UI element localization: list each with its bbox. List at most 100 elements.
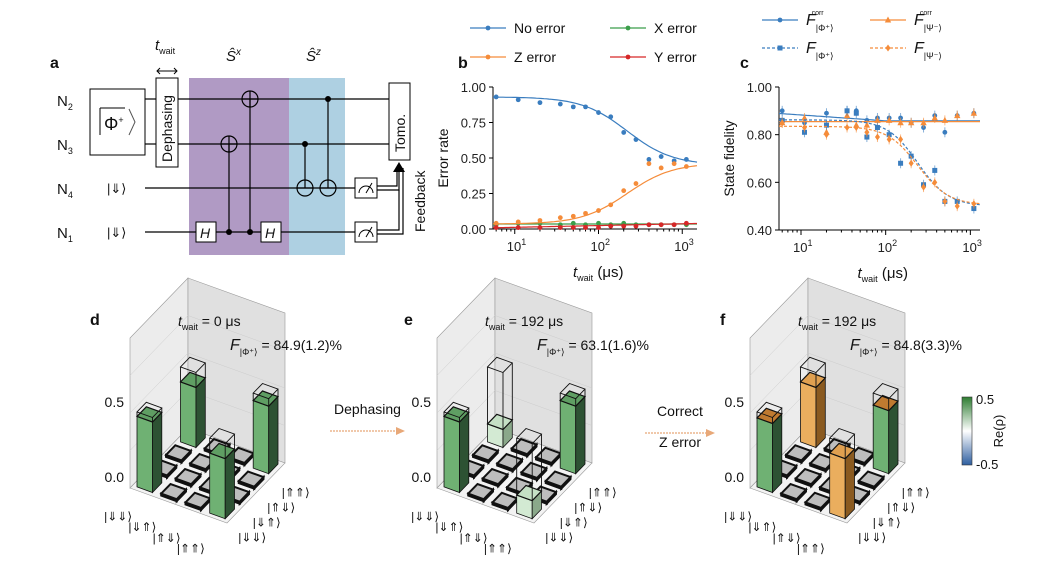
bar-face bbox=[888, 400, 899, 475]
data-point bbox=[823, 131, 829, 139]
data-point bbox=[954, 112, 961, 119]
bell-state-label: Φ+ bbox=[104, 114, 124, 134]
data-point bbox=[658, 165, 664, 171]
dephasing-box bbox=[155, 77, 179, 168]
panel-label-a: a bbox=[50, 55, 59, 72]
density-bar bbox=[779, 482, 808, 504]
density-bar bbox=[828, 427, 856, 520]
x-tick-label: 102 bbox=[878, 238, 897, 255]
z-tick-label: 0.0 bbox=[725, 469, 745, 485]
col-basis-label: |⇑⇑⟩ bbox=[902, 486, 930, 500]
feedback-label: Feedback bbox=[412, 170, 428, 232]
density-bar bbox=[559, 382, 587, 475]
density-bar bbox=[543, 470, 573, 492]
bar-face bbox=[756, 417, 773, 494]
density-bar bbox=[252, 382, 280, 475]
density-bar bbox=[183, 491, 213, 513]
colorbar-max: 0.5 bbox=[976, 392, 994, 407]
wall-gridline bbox=[749, 352, 906, 414]
fit-line bbox=[492, 165, 698, 225]
y-tick-label: 1.00 bbox=[461, 80, 486, 95]
legend-label: F|Φ⁺⟩corr bbox=[806, 10, 834, 33]
panel-label-b: b bbox=[458, 55, 468, 72]
z-tick-label: 0.5 bbox=[725, 394, 745, 410]
bar-face bbox=[844, 448, 855, 520]
bar-top bbox=[159, 482, 188, 501]
bar-face bbox=[209, 452, 226, 520]
x-axis-label: twait (μs) bbox=[858, 265, 909, 284]
row-basis-label: |⇓⇑⟩ bbox=[435, 520, 463, 534]
bar-face bbox=[575, 395, 586, 475]
data-point bbox=[683, 157, 689, 162]
row-basis-label: |⇑⇓⟩ bbox=[460, 531, 488, 545]
legend-label: F|Ψ⁻⟩ bbox=[914, 40, 942, 61]
col-basis-label: |⇓⇑⟩ bbox=[873, 516, 901, 530]
data-point bbox=[621, 223, 627, 229]
z-tick-label: 0.5 bbox=[105, 394, 125, 410]
data-point bbox=[779, 108, 785, 114]
data-point bbox=[608, 202, 614, 208]
data-point bbox=[941, 116, 949, 123]
data-point bbox=[646, 157, 652, 162]
bar-face bbox=[252, 400, 270, 475]
row-basis-label: |⇑⇓⟩ bbox=[773, 531, 801, 545]
density-bar bbox=[236, 470, 266, 492]
data-point bbox=[932, 178, 938, 186]
data-point bbox=[646, 161, 652, 167]
density-plot-e: 0.0 0.5 twait = 192 μs F|Φ⁺⟩ = 63.1(1.6)% |⇓… bbox=[411, 277, 649, 556]
z-tick-label: 0.0 bbox=[105, 469, 125, 485]
y-tick-label: 0.25 bbox=[461, 187, 486, 202]
bar-face bbox=[829, 452, 846, 520]
bar-top bbox=[466, 482, 495, 501]
data-point bbox=[570, 220, 576, 226]
data-point bbox=[570, 213, 576, 219]
dephasing-label: Dephasing bbox=[159, 95, 175, 162]
bar-top bbox=[480, 467, 510, 486]
data-point bbox=[608, 114, 614, 120]
col-basis-label: |⇓⇑⟩ bbox=[560, 516, 588, 530]
x-tick-label: 101 bbox=[507, 237, 526, 254]
data-point bbox=[907, 119, 915, 126]
bar-face bbox=[136, 415, 153, 494]
chart-state-fidelity: 0.40 0.60 0.80 1.00 101 102 103 twait (μs) State… bbox=[721, 10, 982, 284]
row-basis-label: |⇑⇑⟩ bbox=[484, 542, 512, 556]
data-point bbox=[844, 108, 850, 114]
data-point bbox=[557, 101, 563, 107]
bar-top bbox=[543, 470, 573, 488]
data-point bbox=[625, 54, 631, 60]
data-point bbox=[853, 124, 859, 132]
data-point bbox=[921, 183, 927, 191]
density-bar bbox=[784, 444, 813, 465]
data-point bbox=[777, 17, 783, 23]
bar-face bbox=[152, 411, 163, 494]
data-point bbox=[931, 114, 938, 121]
tomography-label: Tomo. bbox=[392, 114, 408, 152]
col-basis-label: |⇑⇓⟩ bbox=[267, 501, 295, 515]
ancilla-state-n1: |⇓⟩ bbox=[107, 225, 126, 240]
fidelity-label: F|Φ⁺⟩ = 84.9(1.2)% bbox=[230, 337, 342, 357]
data-point bbox=[515, 219, 521, 225]
chart-error-rate: 0.00 0.25 0.50 0.75 1.00 101 102 103 twait (μs) E… bbox=[435, 20, 697, 283]
data-point bbox=[596, 110, 601, 115]
legend-label: Z error bbox=[514, 49, 556, 65]
density-bar bbox=[495, 452, 524, 474]
x-tick-label: 103 bbox=[962, 238, 981, 255]
bar-face bbox=[815, 376, 826, 449]
density-plot-d: 0.0 0.5 twait = 0 μs F|Φ⁺⟩ = 84.9(1.2)% |⇓⇓⟩… bbox=[104, 277, 342, 556]
col-basis-label: |⇑⇑⟩ bbox=[589, 486, 617, 500]
data-point bbox=[874, 125, 880, 131]
bar-face bbox=[195, 376, 206, 449]
density-bar bbox=[159, 482, 188, 504]
row-basis-label: |⇓⇑⟩ bbox=[748, 520, 776, 534]
data-point bbox=[583, 225, 588, 230]
data-point bbox=[898, 160, 904, 166]
density-bar bbox=[442, 401, 470, 494]
bar-top bbox=[784, 444, 813, 462]
panel-label-d: d bbox=[90, 312, 100, 329]
data-point bbox=[801, 124, 807, 132]
data-point bbox=[823, 122, 829, 128]
colorbar-min: -0.5 bbox=[976, 457, 998, 472]
y-tick-label: 0.00 bbox=[461, 222, 486, 237]
data-point bbox=[932, 167, 938, 173]
x-tick-label: 101 bbox=[793, 238, 812, 255]
